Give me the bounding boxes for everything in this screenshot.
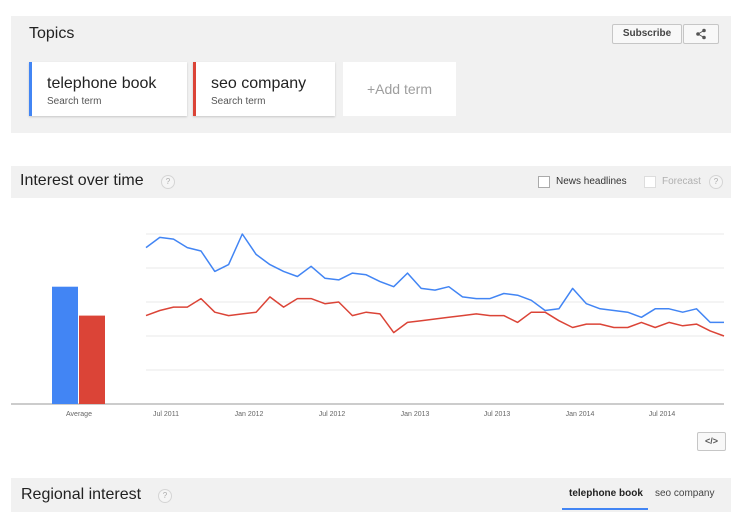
tab-seo-company[interactable]: seo company bbox=[655, 488, 715, 499]
regional-help-icon[interactable]: ? bbox=[158, 489, 172, 503]
term-subtitle: Search term bbox=[211, 96, 266, 107]
forecast-help-icon[interactable]: ? bbox=[709, 175, 723, 189]
series-line-seo-company bbox=[145, 296, 725, 337]
term-card-seo-company[interactable]: seo company Search term bbox=[193, 62, 335, 116]
news-headlines-label: News headlines bbox=[556, 176, 627, 187]
active-tab-indicator bbox=[562, 508, 648, 510]
average-label: Average bbox=[66, 411, 92, 418]
term-name: seo company bbox=[211, 75, 307, 92]
term-card-telephone-book[interactable]: telephone book Search term bbox=[29, 62, 187, 116]
x-tick-label: Jul 2011 bbox=[153, 411, 179, 418]
forecast-checkbox[interactable] bbox=[644, 176, 656, 188]
interest-over-time-chart: Average Jul 2011 Jan 2012 Jul 2012 Jan 2013 J… bbox=[0, 198, 735, 430]
topics-title: Topics bbox=[29, 25, 75, 42]
chart-svg: Average Jul 2011 Jan 2012 Jul 2012 Jan 2013 J… bbox=[11, 233, 725, 418]
x-tick-label: Jan 2014 bbox=[566, 411, 595, 418]
regional-interest-header: Regional interest ? telephone book seo c… bbox=[11, 478, 731, 512]
interest-over-time-header: Interest over time ? News headlines Fore… bbox=[11, 166, 731, 198]
x-tick-label: Jan 2013 bbox=[401, 411, 430, 418]
series-line-telephone-book bbox=[145, 233, 724, 324]
regional-interest-title: Regional interest bbox=[21, 486, 142, 503]
average-bar-seo-company bbox=[79, 315, 105, 404]
term-subtitle: Search term bbox=[47, 96, 102, 107]
share-button[interactable] bbox=[683, 24, 719, 44]
embed-button[interactable]: </> bbox=[697, 432, 726, 451]
subscribe-button[interactable]: Subscribe bbox=[612, 24, 682, 44]
x-tick-label: Jan 2012 bbox=[235, 411, 264, 418]
term-name: telephone book bbox=[47, 75, 157, 92]
add-term-button[interactable]: +Add term bbox=[343, 62, 456, 116]
share-icon bbox=[696, 28, 706, 40]
topics-panel: Topics Subscribe telephone book Search t… bbox=[11, 16, 731, 133]
help-icon[interactable]: ? bbox=[161, 175, 175, 189]
forecast-label: Forecast bbox=[662, 176, 701, 187]
x-tick-label: Jul 2014 bbox=[649, 411, 676, 418]
x-tick-label: Jul 2013 bbox=[484, 411, 511, 418]
tab-telephone-book[interactable]: telephone book bbox=[569, 488, 643, 499]
x-tick-label: Jul 2012 bbox=[319, 411, 346, 418]
interest-over-time-title: Interest over time bbox=[20, 172, 144, 189]
news-headlines-checkbox[interactable] bbox=[538, 176, 550, 188]
average-bar-telephone-book bbox=[52, 286, 78, 404]
